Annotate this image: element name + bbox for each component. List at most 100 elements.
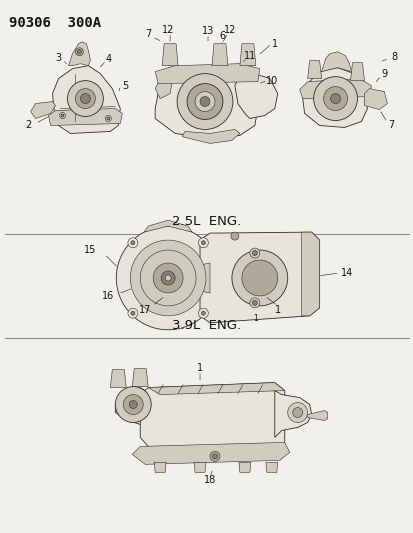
Polygon shape xyxy=(115,387,152,424)
Text: 18: 18 xyxy=(203,475,216,485)
Polygon shape xyxy=(154,462,166,472)
Text: 11: 11 xyxy=(243,51,255,61)
Polygon shape xyxy=(307,61,321,79)
Circle shape xyxy=(123,394,143,415)
Polygon shape xyxy=(132,442,289,464)
Text: 2.5L  ENG.: 2.5L ENG. xyxy=(172,215,241,228)
Polygon shape xyxy=(155,63,259,84)
Circle shape xyxy=(187,84,223,119)
Polygon shape xyxy=(274,391,311,438)
Polygon shape xyxy=(148,383,284,394)
Text: 1: 1 xyxy=(271,39,277,49)
Text: 3.9L  ENG.: 3.9L ENG. xyxy=(172,319,241,332)
Polygon shape xyxy=(363,88,387,109)
Circle shape xyxy=(77,50,81,54)
Circle shape xyxy=(107,117,109,120)
Polygon shape xyxy=(31,102,55,118)
Circle shape xyxy=(131,311,135,315)
Polygon shape xyxy=(110,370,126,387)
Text: 5: 5 xyxy=(122,80,128,91)
Text: 14: 14 xyxy=(341,268,353,278)
Polygon shape xyxy=(238,462,250,472)
Text: 9: 9 xyxy=(380,69,387,79)
Circle shape xyxy=(241,260,277,296)
Text: 13: 13 xyxy=(202,26,214,36)
Circle shape xyxy=(195,92,214,111)
Text: 1: 1 xyxy=(252,314,257,323)
Text: 90306  300A: 90306 300A xyxy=(9,16,100,30)
Text: 1: 1 xyxy=(274,305,280,315)
Circle shape xyxy=(323,86,347,110)
Circle shape xyxy=(128,238,138,248)
Circle shape xyxy=(287,402,307,423)
Circle shape xyxy=(153,263,183,293)
Text: 16: 16 xyxy=(102,291,114,301)
Text: 4: 4 xyxy=(105,54,111,64)
Circle shape xyxy=(59,112,65,118)
Polygon shape xyxy=(321,52,351,71)
Circle shape xyxy=(313,77,357,120)
Text: 12: 12 xyxy=(223,25,235,35)
Circle shape xyxy=(330,94,340,103)
Circle shape xyxy=(209,451,219,462)
Circle shape xyxy=(249,298,259,308)
Circle shape xyxy=(230,232,238,240)
Polygon shape xyxy=(307,410,327,421)
Circle shape xyxy=(128,308,138,318)
Text: 12: 12 xyxy=(161,25,174,35)
Polygon shape xyxy=(239,44,255,66)
Circle shape xyxy=(75,88,95,109)
Text: 7: 7 xyxy=(145,29,151,39)
Polygon shape xyxy=(299,79,370,99)
Circle shape xyxy=(61,114,64,117)
Circle shape xyxy=(231,250,287,306)
Circle shape xyxy=(199,96,209,107)
Polygon shape xyxy=(68,42,90,66)
Polygon shape xyxy=(234,74,277,118)
Polygon shape xyxy=(52,66,120,133)
Polygon shape xyxy=(265,462,277,472)
Polygon shape xyxy=(162,44,178,66)
Circle shape xyxy=(252,301,257,305)
Circle shape xyxy=(201,241,205,245)
Circle shape xyxy=(140,250,196,306)
Circle shape xyxy=(201,311,205,315)
Polygon shape xyxy=(144,220,192,232)
Circle shape xyxy=(165,275,171,281)
Circle shape xyxy=(131,241,135,245)
Circle shape xyxy=(198,238,208,248)
Text: 7: 7 xyxy=(387,120,394,131)
Polygon shape xyxy=(48,109,122,125)
Circle shape xyxy=(115,386,151,423)
Text: 10: 10 xyxy=(265,76,277,86)
Polygon shape xyxy=(301,232,319,316)
Circle shape xyxy=(198,308,208,318)
Circle shape xyxy=(130,240,206,316)
Polygon shape xyxy=(155,66,257,139)
Polygon shape xyxy=(132,369,148,386)
Circle shape xyxy=(129,400,137,408)
Text: 3: 3 xyxy=(55,53,62,63)
Circle shape xyxy=(161,271,175,285)
Text: 1: 1 xyxy=(197,362,203,373)
Polygon shape xyxy=(194,462,206,472)
Polygon shape xyxy=(182,130,239,143)
Circle shape xyxy=(292,408,302,417)
Circle shape xyxy=(177,74,233,130)
Polygon shape xyxy=(155,79,172,99)
Polygon shape xyxy=(140,383,284,450)
Circle shape xyxy=(80,94,90,103)
Circle shape xyxy=(252,251,257,255)
Text: 2: 2 xyxy=(26,120,32,131)
Polygon shape xyxy=(211,44,228,66)
Polygon shape xyxy=(195,263,209,293)
Circle shape xyxy=(67,80,103,117)
Polygon shape xyxy=(199,232,319,323)
Circle shape xyxy=(105,116,111,122)
Circle shape xyxy=(249,248,259,258)
Circle shape xyxy=(75,48,83,56)
Text: 17: 17 xyxy=(139,305,151,315)
Polygon shape xyxy=(302,68,367,127)
Text: 6: 6 xyxy=(218,31,225,41)
Circle shape xyxy=(116,226,219,330)
